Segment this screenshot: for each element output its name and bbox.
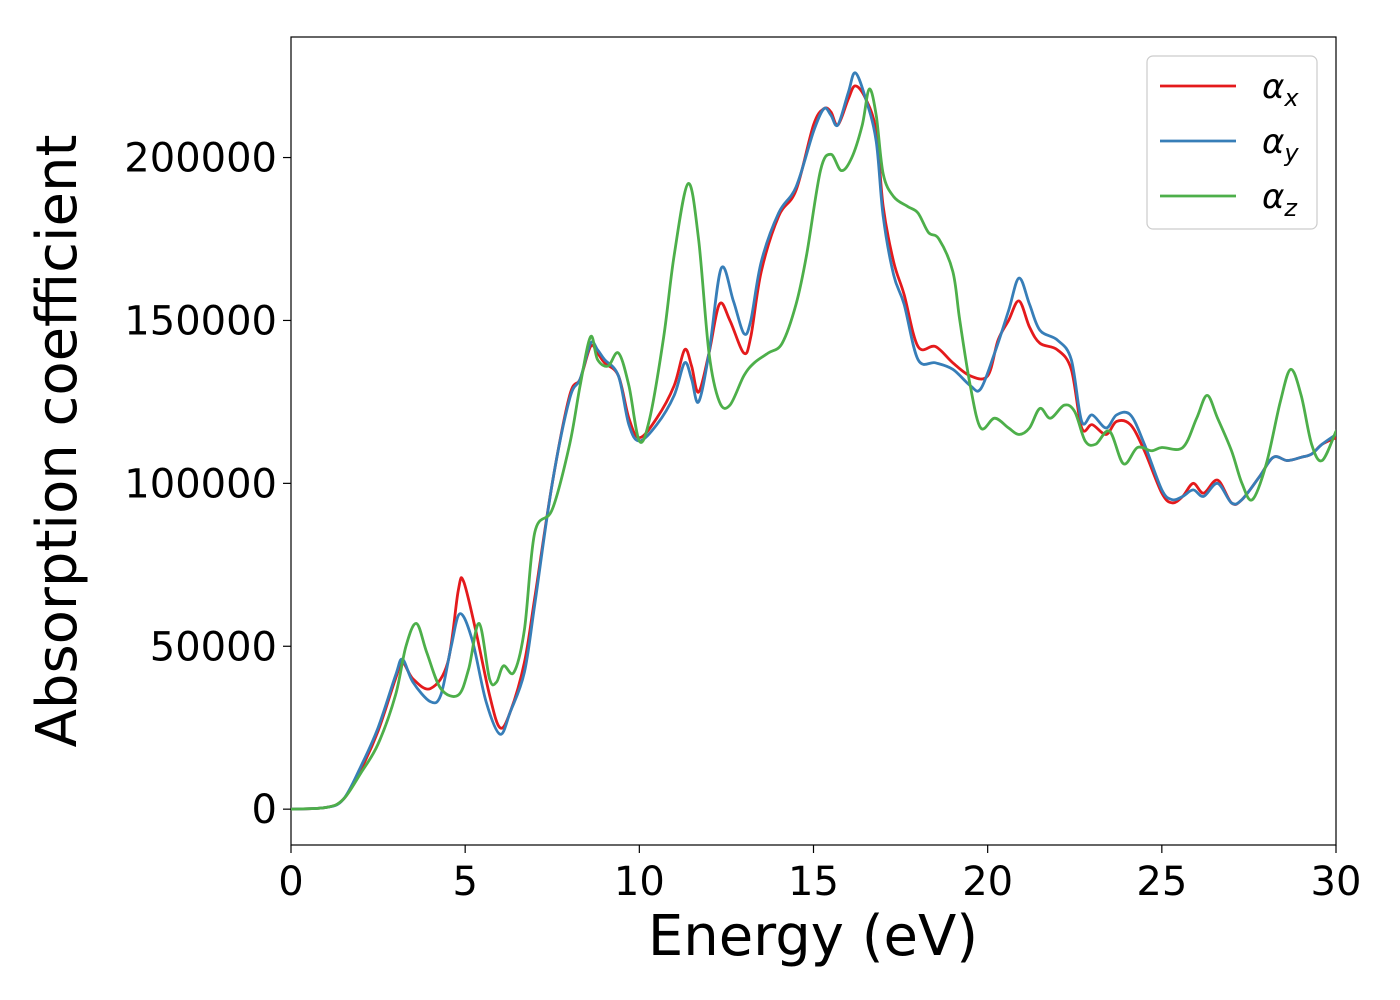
x-tick-label: 15: [788, 859, 839, 905]
legend: αx αy αz: [1146, 55, 1318, 230]
y-tick-label: 100000: [124, 461, 277, 507]
x-axis-label: Energy (eV): [648, 904, 978, 969]
y-axis-label: Absorption coefficient: [25, 135, 90, 748]
legend-box: [1146, 55, 1318, 230]
legend-items: αx αy αz: [1160, 67, 1299, 222]
y-axis-ticks: 0 50000 100000 150000 200000: [124, 136, 291, 833]
x-tick-label: 20: [962, 859, 1013, 905]
x-tick-label: 0: [278, 859, 303, 905]
y-tick-label: 0: [252, 787, 277, 833]
x-axis-ticks: 0 5 10 15 20 25 30: [278, 845, 1361, 905]
legend-label-y: αy: [1262, 122, 1299, 167]
series-line-y: [291, 71, 1336, 811]
legend-label-z: αz: [1262, 177, 1298, 222]
legend-label-x: αx: [1262, 67, 1299, 112]
y-tick-label: 200000: [124, 136, 277, 182]
series-line-z: [291, 87, 1336, 811]
x-tick-label: 10: [614, 859, 665, 905]
x-tick-label: 30: [1311, 859, 1362, 905]
series-layer: [291, 71, 1336, 811]
x-tick-label: 5: [452, 859, 477, 905]
y-tick-label: 150000: [124, 298, 277, 344]
x-tick-label: 25: [1136, 859, 1187, 905]
y-tick-label: 50000: [150, 624, 277, 670]
